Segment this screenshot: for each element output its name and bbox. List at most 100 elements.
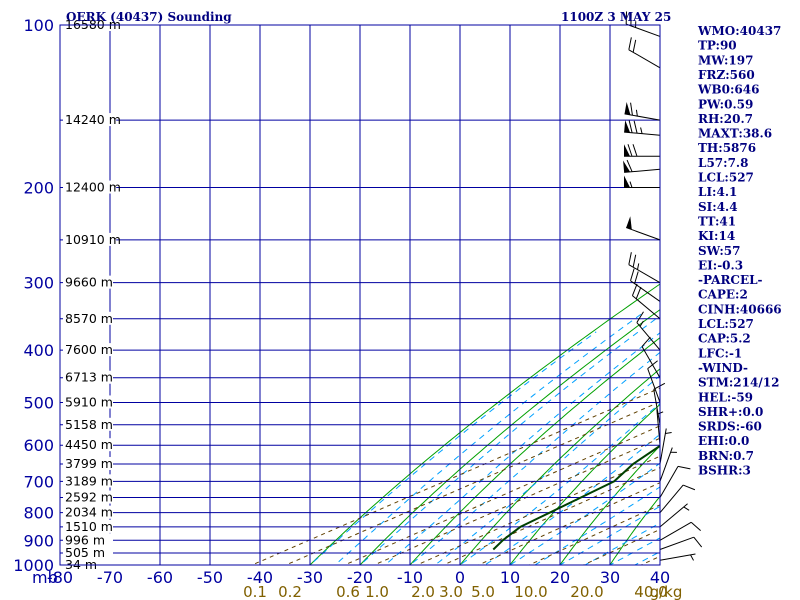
dry-adiabat — [459, 368, 660, 565]
barb-shaft — [653, 389, 661, 425]
wind-barb — [624, 175, 660, 189]
moist-adiabat — [484, 433, 660, 565]
index-value: -WIND- — [698, 361, 748, 375]
barb-full — [627, 144, 633, 157]
barb-half — [629, 181, 633, 188]
barb-full — [632, 254, 637, 268]
index-value: MAXT:38.6 — [698, 127, 772, 141]
plot-frame — [59, 24, 661, 566]
barb-flag — [624, 120, 631, 133]
mixing-ratio-label: g/kg — [650, 583, 683, 600]
barb-full — [682, 484, 696, 491]
index-value: KI:14 — [698, 229, 735, 243]
index-value: BRN:0.7 — [698, 449, 754, 463]
barb-full — [677, 465, 691, 470]
index-value: CINH:40666 — [698, 302, 782, 316]
wind-barb — [624, 144, 660, 157]
wind-barb — [659, 503, 690, 528]
height-label: 996 m — [65, 532, 105, 547]
barb-shaft — [659, 536, 694, 550]
index-value: SRDS:-60 — [698, 420, 762, 434]
barb-shaft — [630, 280, 661, 302]
index-value: RH:20.7 — [698, 112, 753, 126]
wind-barb — [626, 216, 661, 241]
temperature-tick-label: 10 — [500, 568, 520, 587]
wind-barb — [659, 484, 696, 513]
height-label: 4450 m — [65, 437, 113, 452]
mixing-ratio-label: 0.2 — [278, 583, 302, 600]
wind-barb — [625, 11, 661, 37]
pressure-tick-label: 800 — [23, 504, 54, 523]
index-value: TT:41 — [698, 214, 736, 228]
barb-full — [632, 144, 638, 157]
dry-adiabat — [559, 444, 660, 565]
barb-full — [634, 271, 639, 284]
barb-shaft — [628, 49, 661, 69]
index-value: LCL:527 — [698, 317, 754, 331]
mixing-ratio-line — [582, 528, 660, 565]
pressure-unit-label: mb — [32, 568, 58, 587]
barb-full — [633, 120, 638, 134]
barb-half — [639, 320, 644, 327]
height-label: 9660 m — [65, 275, 113, 290]
barb-flag — [623, 160, 631, 173]
mixing-ratio-label: 0.6 — [336, 583, 360, 600]
temperature-tick-label: -80 — [47, 568, 73, 587]
barb-shaft — [659, 484, 684, 513]
height-label-bg — [63, 490, 113, 504]
barb-full — [690, 521, 701, 532]
mixing-ratio-label: 5.0 — [471, 583, 495, 600]
height-label: 3799 m — [65, 456, 113, 471]
height-label: 1510 m — [65, 519, 113, 534]
barb-flag — [626, 216, 632, 230]
barb-full — [630, 102, 633, 116]
height-label: 6713 m — [65, 370, 113, 385]
barb-full — [628, 37, 632, 50]
barb-shaft — [632, 295, 661, 320]
wind-barb — [630, 268, 661, 302]
pressure-tick-label: 500 — [23, 393, 54, 412]
station-title: OERK (40437) Sounding — [66, 10, 232, 24]
wind-barb — [659, 553, 696, 561]
wind-barb — [631, 283, 661, 320]
barb-flag — [624, 144, 630, 157]
height-label: 5910 m — [65, 394, 113, 409]
barb-flag — [624, 102, 631, 115]
mixing-ratio-line — [373, 437, 660, 565]
height-label-bg — [63, 311, 113, 325]
height-label: 14240 m — [65, 112, 121, 127]
index-value: -PARCEL- — [698, 273, 763, 287]
barb-full — [632, 39, 637, 53]
barb-full — [635, 286, 642, 300]
barb-full — [626, 159, 633, 172]
barb-shaft — [659, 466, 679, 498]
barb-shaft — [659, 428, 667, 465]
temperature-tick-label: 40 — [650, 568, 670, 587]
barb-half — [636, 263, 640, 270]
barb-full — [641, 336, 651, 347]
index-value: EHI:0.0 — [698, 434, 749, 448]
barb-shaft — [647, 368, 661, 403]
wind-barb — [659, 465, 691, 498]
height-label-bg — [63, 438, 113, 452]
temperature-tick-label: -40 — [247, 568, 273, 587]
index-value: TP:90 — [698, 39, 737, 53]
barb-shaft — [659, 447, 673, 482]
height-label-bg — [63, 519, 113, 533]
mixing-ratio-label: 2.0 — [411, 583, 435, 600]
barb-shaft — [656, 409, 661, 446]
index-value: BSHR:3 — [698, 464, 751, 478]
wind-barb — [659, 521, 701, 541]
dry-adiabat — [509, 403, 660, 565]
height-label-bg — [63, 395, 113, 409]
height-label: 3189 m — [65, 473, 113, 488]
barb-half — [635, 109, 638, 117]
pressure-tick-label: 100 — [23, 16, 54, 35]
wind-barb — [647, 360, 661, 403]
barb-full — [653, 382, 666, 390]
barb-flag — [624, 175, 630, 188]
pressure-tick-label: 900 — [23, 531, 54, 550]
